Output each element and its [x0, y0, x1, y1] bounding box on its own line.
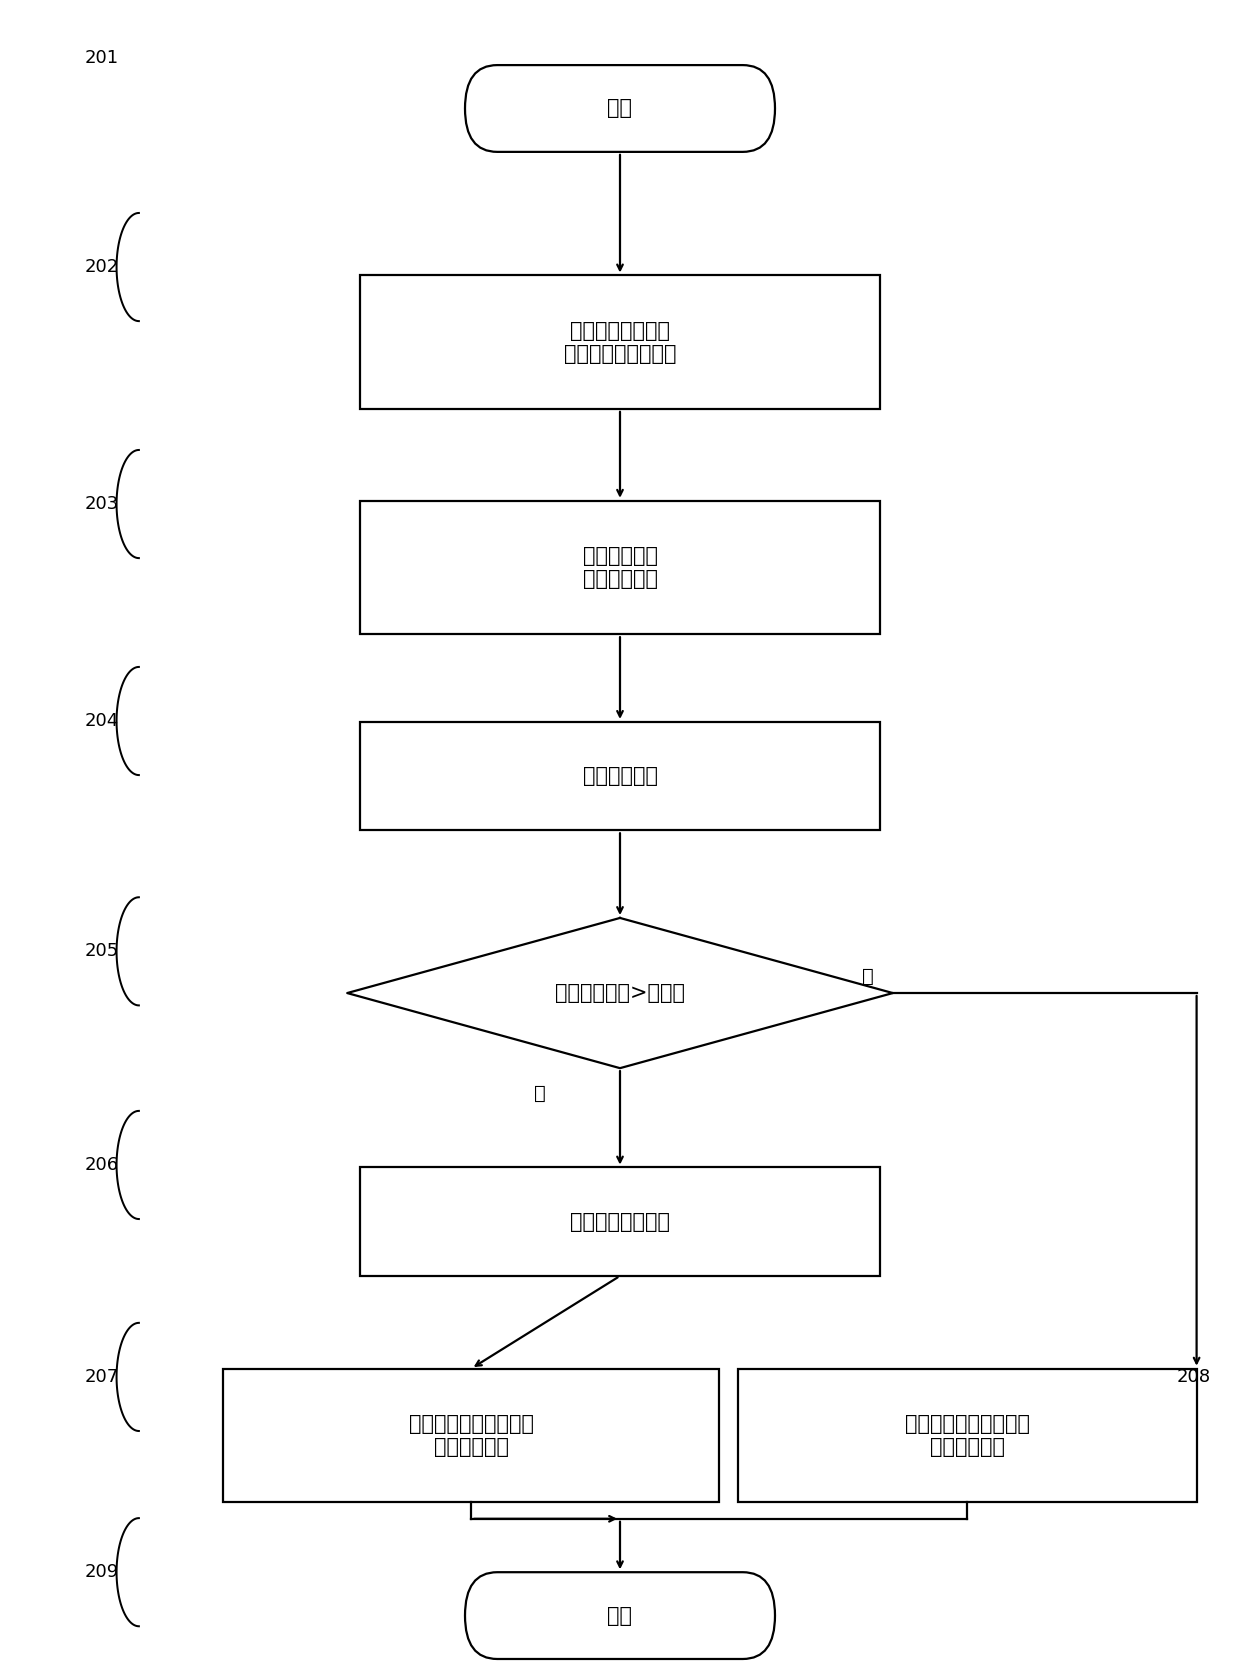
Text: 204: 204 — [84, 713, 119, 729]
Text: 根据广义相关矩阵求得
上行接收权值: 根据广义相关矩阵求得 上行接收权值 — [409, 1414, 533, 1457]
FancyBboxPatch shape — [223, 1369, 719, 1502]
FancyBboxPatch shape — [738, 1369, 1197, 1502]
Text: 206: 206 — [84, 1157, 119, 1173]
Polygon shape — [347, 918, 893, 1068]
Text: 202: 202 — [84, 259, 119, 275]
FancyBboxPatch shape — [360, 501, 880, 634]
Text: 203: 203 — [84, 496, 119, 512]
Text: 根据初始权值进行
波束形成及差分解调: 根据初始权值进行 波束形成及差分解调 — [564, 320, 676, 364]
Text: 是: 是 — [533, 1083, 546, 1103]
FancyBboxPatch shape — [360, 721, 880, 829]
Text: 计算阵列信号
的自相关矩阵: 计算阵列信号 的自相关矩阵 — [583, 546, 657, 589]
Text: 构造参考信号: 构造参考信号 — [583, 766, 657, 786]
Text: 开始: 开始 — [608, 98, 632, 118]
Text: 相关阵条件数>设定值: 相关阵条件数>设定值 — [556, 983, 684, 1003]
Text: 构造广义相关矩阵: 构造广义相关矩阵 — [570, 1212, 670, 1232]
FancyBboxPatch shape — [360, 275, 880, 409]
Text: 否: 否 — [862, 966, 874, 986]
FancyBboxPatch shape — [465, 1572, 775, 1659]
FancyBboxPatch shape — [360, 1168, 880, 1275]
Text: 209: 209 — [84, 1564, 119, 1581]
Text: 208: 208 — [1177, 1369, 1211, 1385]
Text: 结束: 结束 — [608, 1606, 632, 1626]
FancyBboxPatch shape — [465, 65, 775, 152]
Text: 根据相关矩阵求逆得到
上行接收权值: 根据相关矩阵求逆得到 上行接收权值 — [905, 1414, 1029, 1457]
Text: 205: 205 — [84, 943, 119, 960]
Text: 207: 207 — [84, 1369, 119, 1385]
Text: 201: 201 — [84, 50, 119, 67]
